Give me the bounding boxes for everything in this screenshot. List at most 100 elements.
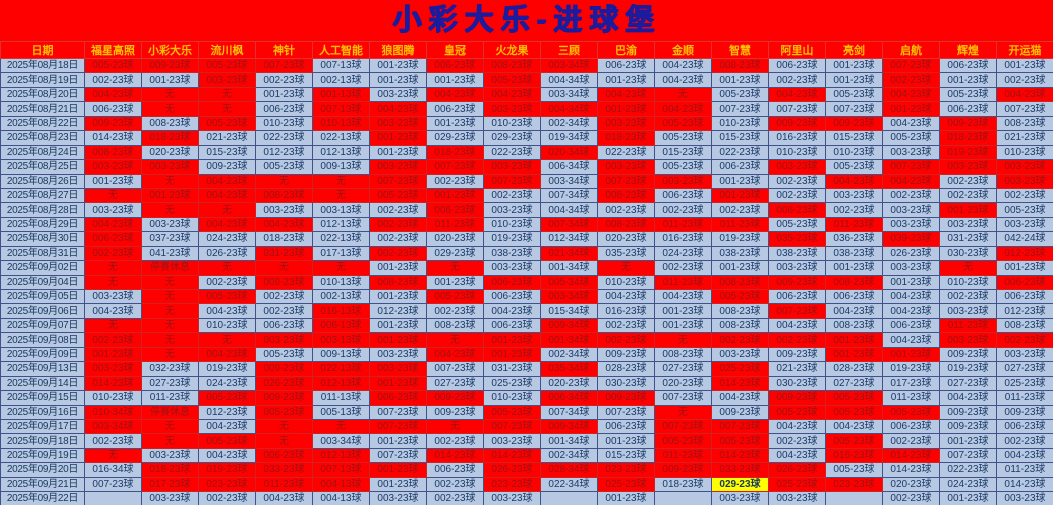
result-cell[interactable]: 004-23球 (84, 303, 142, 319)
result-cell[interactable]: 012-23球 (198, 404, 256, 420)
result-cell[interactable]: 011-23球 (882, 390, 940, 406)
result-cell[interactable]: 014-23球 (483, 447, 541, 464)
result-cell[interactable]: 001-23球 (426, 115, 484, 132)
result-cell[interactable]: 007-23球 (768, 101, 826, 117)
result-cell[interactable]: 003-23球 (939, 216, 997, 233)
result-cell[interactable]: 003-23球 (141, 447, 199, 464)
result-cell[interactable]: 017-13球 (312, 245, 370, 262)
result-cell[interactable]: 018-23球 (939, 130, 997, 146)
result-cell[interactable]: 002-23球 (882, 187, 940, 204)
result-cell[interactable]: 无 (84, 274, 142, 291)
result-cell[interactable]: 005-23球 (198, 57, 256, 74)
result-cell[interactable]: 007-23球 (369, 418, 427, 435)
result-cell[interactable]: 014-23球 (711, 375, 769, 392)
date-cell[interactable]: 2025年09月15日 (0, 390, 85, 406)
result-cell[interactable]: 001-23球 (939, 491, 997, 505)
result-cell[interactable]: 014-23球 (711, 447, 769, 464)
result-cell[interactable]: 011-23球 (654, 274, 712, 291)
result-cell[interactable]: 003-23球 (84, 288, 142, 305)
result-cell[interactable]: 006-23球 (369, 390, 427, 406)
result-cell[interactable]: 015-23球 (654, 144, 712, 161)
result-cell[interactable]: 001-23球 (369, 462, 427, 478)
result-cell[interactable]: 003-23球 (996, 173, 1053, 189)
result-cell[interactable]: 027-23球 (141, 375, 199, 392)
result-cell[interactable]: 035-23球 (597, 245, 655, 262)
result-cell[interactable]: 003-23球 (768, 491, 826, 505)
result-cell[interactable]: 001-23球 (369, 72, 427, 88)
result-cell[interactable]: 004-23球 (882, 173, 940, 189)
result-cell[interactable]: 002-23球 (597, 202, 655, 218)
date-cell[interactable]: 2025年09月07日 (0, 317, 85, 334)
result-cell[interactable]: 003-23球 (768, 159, 826, 175)
column-header-17[interactable]: 开运猫 (996, 41, 1053, 59)
result-cell[interactable]: 008-23球 (426, 317, 484, 334)
result-cell[interactable]: 025-23球 (483, 375, 541, 392)
result-cell[interactable]: 001-23球 (825, 332, 883, 348)
result-cell[interactable]: 003-23球 (597, 115, 655, 132)
result-cell[interactable]: 005-23球 (198, 433, 256, 449)
result-cell[interactable]: 002-23球 (369, 202, 427, 218)
result-cell[interactable]: 002-23球 (768, 332, 826, 348)
result-cell[interactable]: 003-23球 (996, 216, 1053, 233)
result-cell[interactable]: 008-23球 (483, 57, 541, 74)
result-cell[interactable]: 007-23球 (654, 418, 712, 435)
result-cell[interactable]: 011-23球 (996, 462, 1053, 478)
result-cell[interactable]: 001-23球 (996, 260, 1053, 276)
result-cell[interactable]: 002-23球 (882, 433, 940, 449)
result-cell[interactable]: 019-23球 (198, 462, 256, 478)
result-cell[interactable]: 004-23球 (882, 115, 940, 132)
result-cell[interactable]: 039-23球 (882, 231, 940, 247)
result-cell[interactable]: 009-23球 (597, 390, 655, 406)
result-cell[interactable]: 004-23球 (255, 491, 313, 505)
result-cell[interactable]: 001-34球 (540, 260, 598, 276)
result-cell[interactable]: 029-23球 (426, 245, 484, 262)
result-cell[interactable]: 007-23球 (825, 101, 883, 117)
result-cell[interactable]: 无 (255, 260, 313, 276)
result-cell[interactable]: 无 (654, 404, 712, 420)
result-cell[interactable]: 005-23球 (369, 187, 427, 204)
result-cell[interactable]: 002-23球 (882, 72, 940, 88)
result-cell[interactable]: 030-23球 (939, 245, 997, 262)
result-cell[interactable]: 001-23球 (141, 187, 199, 204)
result-cell[interactable]: 002-13球 (312, 288, 370, 305)
result-cell[interactable]: 002-23球 (768, 173, 826, 189)
result-cell[interactable]: 003-23球 (369, 159, 427, 175)
result-cell[interactable]: 017-23球 (882, 375, 940, 392)
result-cell[interactable]: 003-23球 (882, 202, 940, 218)
result-cell[interactable]: 004-34球 (540, 101, 598, 117)
result-cell[interactable]: 003-13球 (312, 332, 370, 348)
result-cell[interactable]: 018-23球 (141, 462, 199, 478)
result-cell[interactable]: 007-13球 (312, 462, 370, 478)
result-cell[interactable]: 007-23球 (654, 390, 712, 406)
result-cell[interactable]: 005-23球 (825, 159, 883, 175)
result-cell[interactable]: 001-23球 (483, 332, 541, 348)
result-cell[interactable]: 005-23球 (825, 433, 883, 449)
result-cell[interactable]: 无 (255, 433, 313, 449)
result-cell[interactable]: 008-23球 (369, 274, 427, 291)
result-cell[interactable]: 005-23球 (768, 216, 826, 233)
result-cell[interactable]: 003-23球 (996, 159, 1053, 175)
result-cell[interactable]: 006-23球 (882, 317, 940, 334)
result-cell[interactable]: 003-23球 (255, 332, 313, 348)
result-cell[interactable]: 029-23球 (483, 130, 541, 146)
result-cell[interactable]: 无 (654, 86, 712, 103)
result-cell[interactable]: 005-23球 (255, 159, 313, 175)
result-cell[interactable]: 003-34球 (540, 173, 598, 189)
result-cell[interactable]: 004-23球 (996, 447, 1053, 464)
result-cell[interactable]: 011-23球 (996, 390, 1053, 406)
result-cell[interactable]: 021-23球 (996, 130, 1053, 146)
result-cell[interactable]: 002-23球 (996, 433, 1053, 449)
result-cell[interactable]: 012-23球 (996, 303, 1053, 319)
result-cell[interactable]: 008-23球 (597, 216, 655, 233)
result-cell[interactable]: 006-23球 (426, 462, 484, 478)
result-cell[interactable]: 002-23球 (939, 173, 997, 189)
result-cell[interactable]: 026-23球 (255, 375, 313, 392)
result-cell[interactable]: 002-23球 (369, 216, 427, 233)
result-cell[interactable]: 009-23球 (939, 404, 997, 420)
result-cell[interactable]: 无 (426, 418, 484, 435)
result-cell[interactable]: 009-34球 (540, 418, 598, 435)
result-cell[interactable]: 003-23球 (483, 491, 541, 505)
result-cell[interactable]: 001-23球 (369, 288, 427, 305)
result-cell[interactable]: 007-23球 (255, 57, 313, 74)
result-cell[interactable]: 035-23球 (768, 231, 826, 247)
